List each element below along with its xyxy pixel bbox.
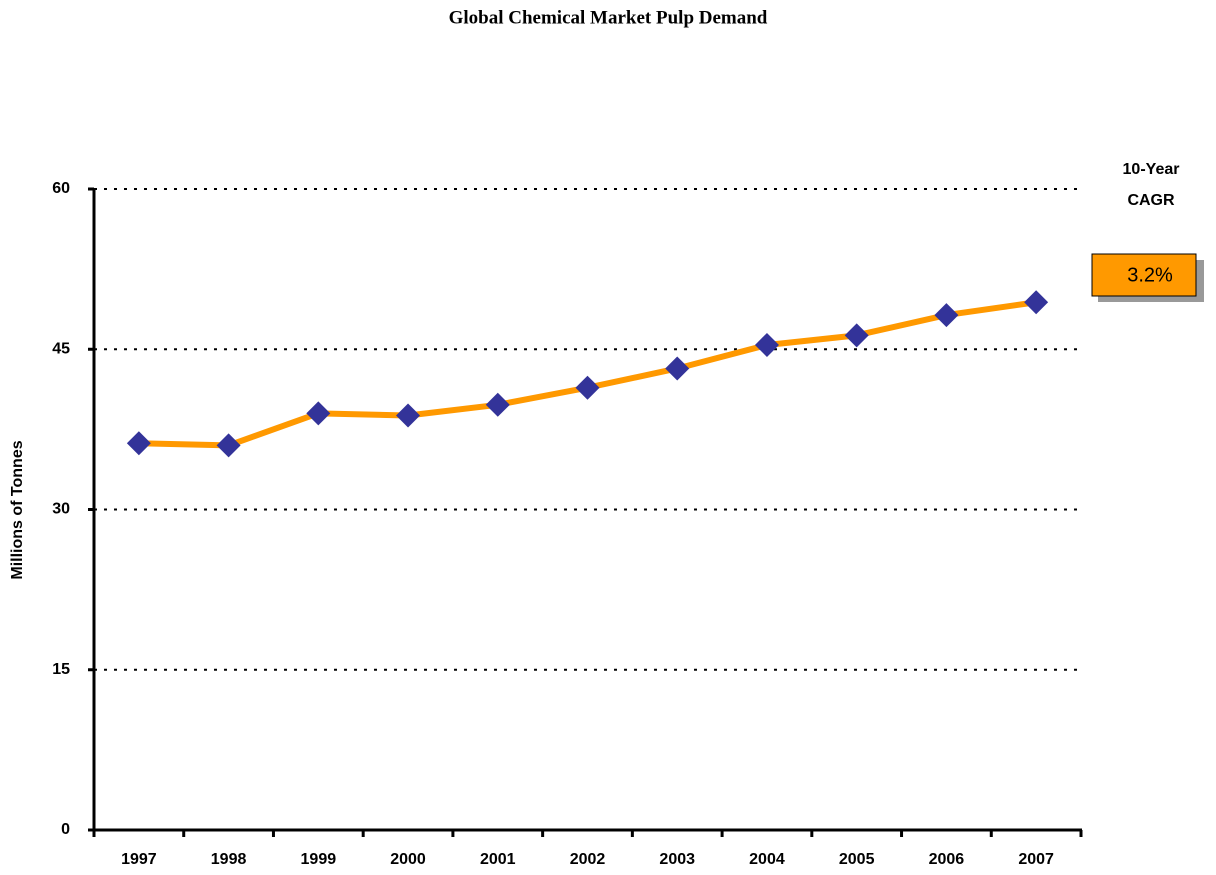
- annotation-box: [1091, 253, 1197, 297]
- y-tick-label: 30: [52, 501, 70, 518]
- x-tick-label: 2003: [659, 851, 695, 868]
- x-tick-label: 1998: [211, 851, 247, 868]
- data-line: [138, 299, 1037, 449]
- y-tick-label: 15: [52, 661, 70, 678]
- annotation-value: 3.2%: [1127, 264, 1173, 286]
- x-tick-label: 2007: [1018, 851, 1054, 868]
- data-point: [754, 332, 779, 357]
- x-tick-label: 2005: [839, 851, 875, 868]
- x-tick-label: 2006: [929, 851, 965, 868]
- annotation-header: 10-Year: [1123, 161, 1180, 178]
- y-tick-label: 60: [52, 180, 70, 197]
- data-point: [844, 323, 869, 348]
- data-point: [396, 403, 421, 428]
- y-tick-label: 45: [52, 340, 70, 357]
- x-tick-label: 1999: [301, 851, 337, 868]
- y-tick-label: 0: [61, 821, 70, 838]
- data-point: [485, 392, 510, 417]
- data-point: [306, 401, 331, 426]
- data-point: [665, 356, 690, 381]
- x-tick-label: 2002: [570, 851, 606, 868]
- data-point: [575, 375, 600, 400]
- data-point: [1024, 290, 1049, 315]
- x-tick-label: 2004: [749, 851, 785, 868]
- data-point: [126, 431, 151, 456]
- x-tick-label: 1997: [121, 851, 157, 868]
- x-tick-label: 2001: [480, 851, 516, 868]
- chart-title: Global Chemical Market Pulp Demand: [449, 7, 768, 28]
- data-point: [216, 433, 241, 458]
- y-axis-label: Millions of Tonnes: [9, 440, 26, 579]
- annotation-header: CAGR: [1127, 192, 1175, 209]
- x-tick-label: 2000: [390, 851, 426, 868]
- data-point: [934, 303, 959, 328]
